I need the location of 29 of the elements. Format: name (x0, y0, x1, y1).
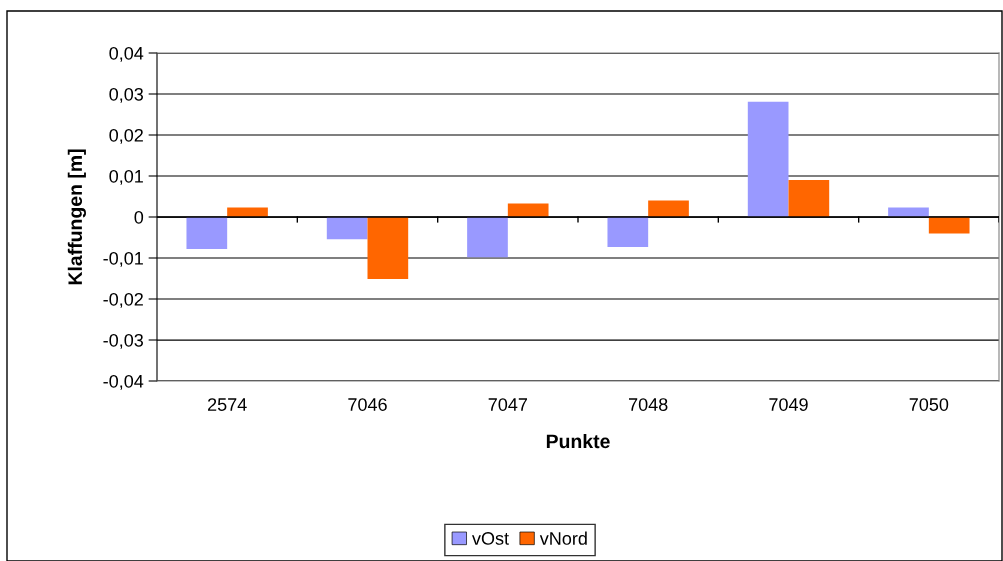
bar (648, 200, 689, 217)
bar (607, 217, 649, 247)
bar (747, 101, 789, 217)
x-tick-label: 7046 (348, 398, 387, 411)
bar (326, 217, 368, 240)
x-tick-label: 7050 (909, 398, 949, 411)
x-axis-title: Punkte (546, 433, 610, 449)
y-tick-label: -0,01 (103, 251, 143, 267)
x-tick-label: 7049 (769, 398, 808, 411)
y-tick-label: 0,03 (109, 87, 144, 103)
bar (186, 217, 228, 249)
bar (928, 217, 970, 234)
y-tick-label: -0,02 (103, 292, 143, 308)
y-axis-title: Klaffungen [m] (67, 149, 86, 285)
x-tick-label: 2574 (207, 398, 247, 411)
y-tick-label: 0 (134, 210, 144, 224)
y-tick-label: 0,04 (109, 46, 144, 62)
y-tick-label: 0,01 (109, 169, 143, 185)
bar (367, 217, 409, 279)
y-tick-label: -0,03 (103, 333, 144, 349)
legend-label: vNord (539, 531, 587, 545)
y-tick-label: -0,04 (103, 374, 144, 390)
bar (507, 203, 549, 217)
y-tick-label: 0,02 (109, 128, 143, 144)
x-tick-label: 7048 (629, 398, 668, 411)
bar (788, 180, 830, 217)
x-tick-label: 7047 (488, 398, 528, 411)
legend-label: vOst (472, 532, 509, 545)
bar (467, 217, 508, 258)
